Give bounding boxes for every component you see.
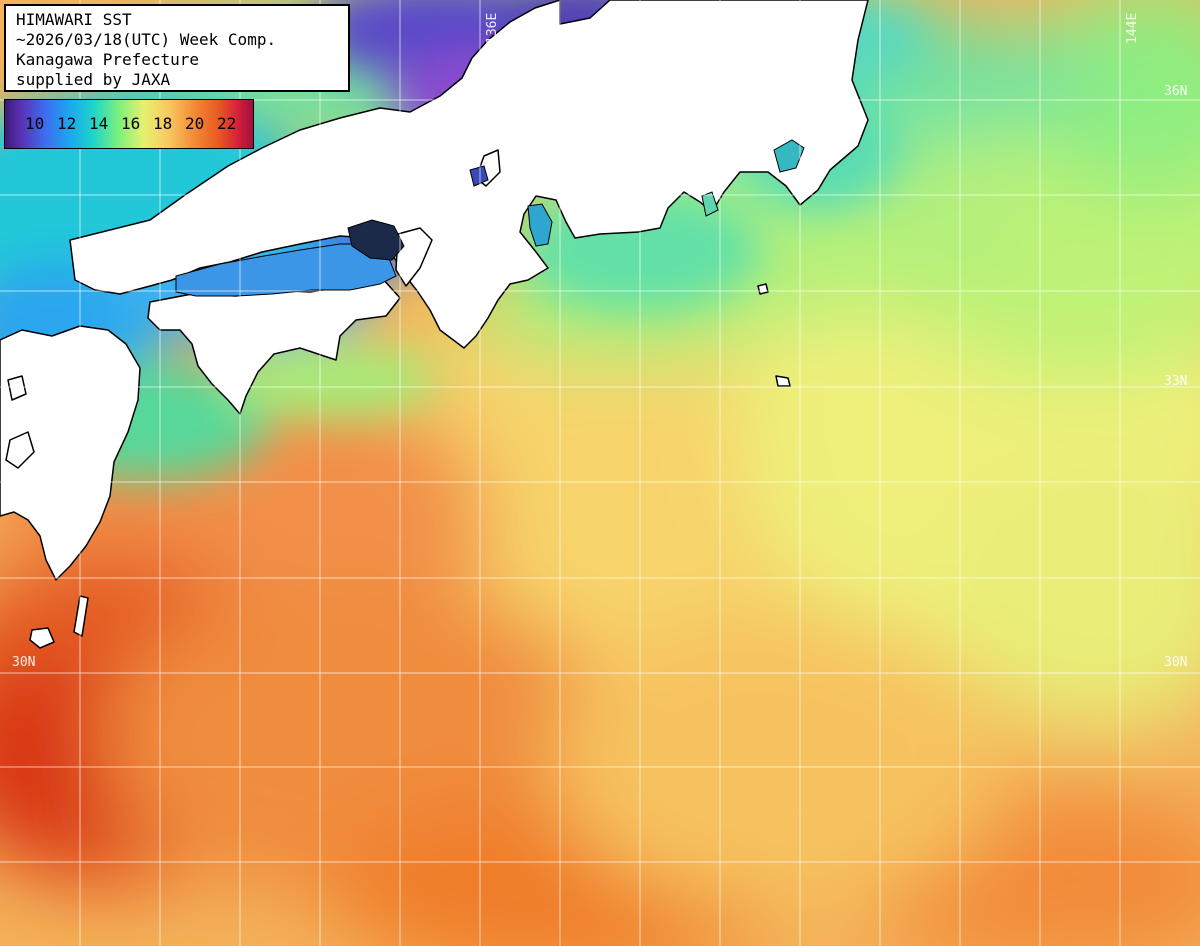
lon-label-144e: 144E — [1125, 13, 1140, 44]
lon-label-136e: 136E — [485, 13, 500, 44]
suruga-bay — [701, 191, 719, 217]
colorbar-tick: 14 — [89, 114, 109, 133]
colorbar-tick: 22 — [217, 114, 237, 133]
colorbar-tick: 12 — [57, 114, 77, 133]
land-tanegashima — [73, 595, 89, 637]
osaka-bay-dark — [347, 219, 405, 261]
temperature-colorbar: 10 12 14 16 18 20 22 — [4, 99, 254, 149]
colorbar-tick: 20 — [185, 114, 205, 133]
title-line-product: HIMAWARI SST — [16, 10, 132, 29]
inland-waters — [175, 139, 805, 297]
biwa-lake-edge — [469, 165, 489, 187]
colorbar-tick: 10 — [25, 114, 45, 133]
title-line-date: ~2026/03/18(UTC) Week Comp. — [16, 30, 277, 49]
ise-bay — [527, 203, 553, 247]
title-line-region: Kanagawa Prefecture — [16, 50, 200, 69]
land-izu-oshima — [757, 283, 769, 295]
land-kyushu — [0, 325, 141, 581]
lat-label-36n-right: 36N — [1164, 84, 1187, 99]
land-yakushima — [29, 627, 55, 649]
colorbar-tick: 16 — [121, 114, 141, 133]
land-hachijo-island — [775, 375, 791, 387]
title-box: HIMAWARI SST ~2026/03/18(UTC) Week Comp.… — [4, 4, 350, 92]
lat-label-30n-right: 30N — [1164, 655, 1187, 670]
lat-label-30n-left: 30N — [12, 655, 35, 670]
seto-inland-sea — [175, 243, 397, 297]
land-goto-islands — [7, 375, 27, 401]
lat-label-33n-right: 33N — [1164, 374, 1187, 389]
land-amakusa — [5, 431, 35, 469]
colorbar-tick: 18 — [153, 114, 173, 133]
land-shikoku — [147, 277, 401, 415]
title-line-credit: supplied by JAXA — [16, 70, 171, 89]
land-awaji-island — [395, 227, 433, 287]
